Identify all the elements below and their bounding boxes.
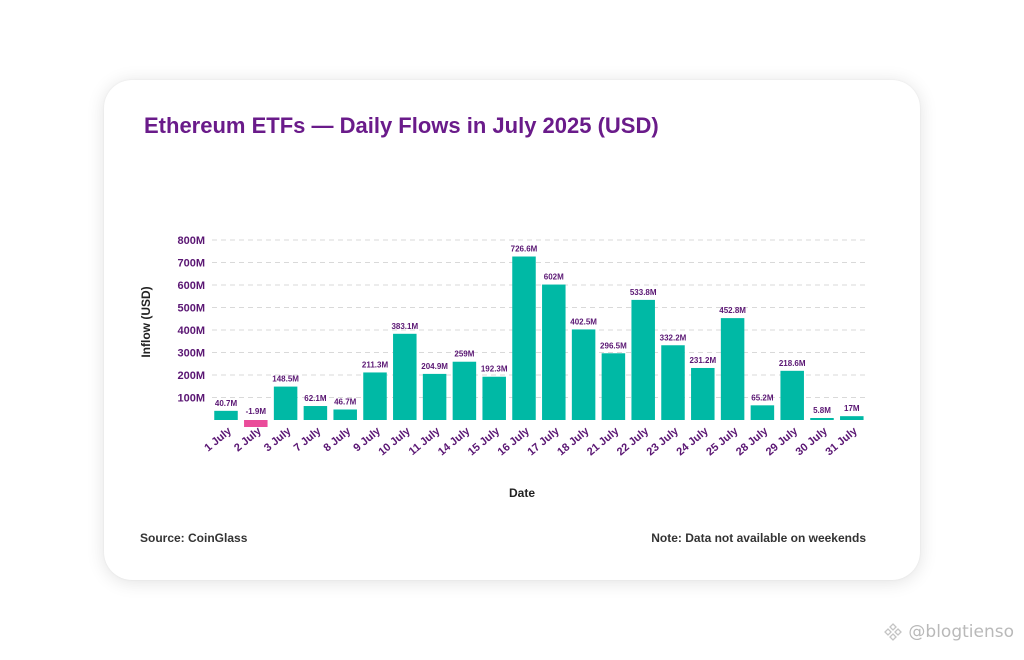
source-note: Source: CoinGlass <box>140 531 248 545</box>
y-axis-ticks: 100M 200M 300M 400M 500M 600M 700M 800M <box>177 235 205 405</box>
y-tick-label: 800M <box>177 235 205 247</box>
data-label: 148.5M <box>272 375 299 384</box>
chart-title: Ethereum ETFs — Daily Flows in July 2025… <box>144 113 659 138</box>
x-tick-label: 29 July <box>764 425 801 459</box>
data-label: 204.9M <box>421 362 448 371</box>
bar <box>720 318 745 420</box>
data-label: 383.1M <box>391 322 418 331</box>
data-label: 259M <box>454 350 474 359</box>
x-tick-label: 7 July <box>292 425 324 455</box>
x-tick-label: 22 July <box>615 425 652 459</box>
data-label: 602M <box>544 273 564 282</box>
bar <box>512 256 536 420</box>
data-label: 452.8M <box>719 306 746 315</box>
bar <box>482 376 506 420</box>
x-tick-label: 14 July <box>436 425 473 459</box>
x-tick-label: 21 July <box>585 425 622 459</box>
bar <box>780 370 804 420</box>
bars <box>214 256 864 427</box>
data-labels: 40.7M -1.9M 148.5M 62.1M 46.7M 211.3M 383.1M 20… <box>215 245 860 416</box>
bar <box>840 416 864 420</box>
bar <box>750 405 775 420</box>
x-tick-label: 30 July <box>794 425 831 459</box>
y-axis-title: Inflow (USD) <box>139 286 153 357</box>
data-label: 5.8M <box>813 406 831 415</box>
x-tick-label: 3 July <box>262 425 294 455</box>
x-tick-label: 24 July <box>674 425 711 459</box>
weekend-note: Note: Data not available on weekends <box>651 531 866 545</box>
data-label: 296.5M <box>600 341 627 350</box>
watermark: @blogtienso <box>884 622 1014 642</box>
x-tick-label: 31 July <box>823 425 860 459</box>
x-tick-label: 17 July <box>525 425 562 459</box>
data-label: 46.7M <box>334 397 357 406</box>
x-tick-label: 2 July <box>232 425 264 455</box>
x-tick-label: 15 July <box>466 425 503 459</box>
data-label: 231.2M <box>689 356 716 365</box>
data-label: -1.9M <box>246 407 267 416</box>
data-label: 218.6M <box>779 359 806 368</box>
x-tick-label: 23 July <box>645 425 682 459</box>
data-label: 533.8M <box>630 288 657 297</box>
bar <box>303 406 328 420</box>
bar <box>452 361 477 420</box>
x-tick-label: 28 July <box>734 425 771 459</box>
y-tick-label: 500M <box>177 303 205 315</box>
gridlines <box>212 239 866 398</box>
x-tick-label: 18 July <box>555 425 592 459</box>
y-tick-label: 400M <box>177 325 205 337</box>
bar <box>244 420 268 427</box>
bar <box>542 284 566 420</box>
x-tick-label: 16 July <box>496 425 533 459</box>
y-tick-label: 200M <box>177 370 205 382</box>
bar <box>661 345 685 420</box>
y-tick-label: 600M <box>177 280 205 292</box>
x-axis-title: Date <box>509 486 535 500</box>
data-label: 402.5M <box>570 317 597 326</box>
data-label: 211.3M <box>362 360 389 369</box>
bar <box>571 329 596 420</box>
data-label: 192.3M <box>481 365 508 374</box>
bar <box>422 373 447 420</box>
y-tick-label: 100M <box>177 393 205 405</box>
bar <box>691 367 715 420</box>
x-tick-label: 8 July <box>322 425 354 455</box>
data-label: 332.2M <box>660 333 687 342</box>
x-tick-label: 10 July <box>376 425 413 459</box>
x-tick-label: 11 July <box>407 425 443 458</box>
x-tick-label: 1 July <box>202 425 234 455</box>
data-label: 17M <box>844 404 860 413</box>
binance-diamond-icon <box>884 623 903 641</box>
bar <box>393 333 417 420</box>
bar <box>631 299 655 420</box>
data-label: 40.7M <box>215 399 238 408</box>
bar <box>333 409 357 420</box>
watermark-text: @blogtienso <box>908 622 1014 642</box>
bar <box>363 372 387 420</box>
data-label: 726.6M <box>511 245 538 254</box>
y-tick-label: 300M <box>177 348 205 360</box>
bar <box>214 410 238 420</box>
bar <box>601 353 626 420</box>
y-tick-label: 700M <box>177 258 205 270</box>
data-label: 62.1M <box>304 394 327 403</box>
bar <box>810 418 834 420</box>
x-tick-label: 25 July <box>704 425 741 459</box>
bar <box>273 386 298 420</box>
data-label: 65.2M <box>751 393 774 402</box>
